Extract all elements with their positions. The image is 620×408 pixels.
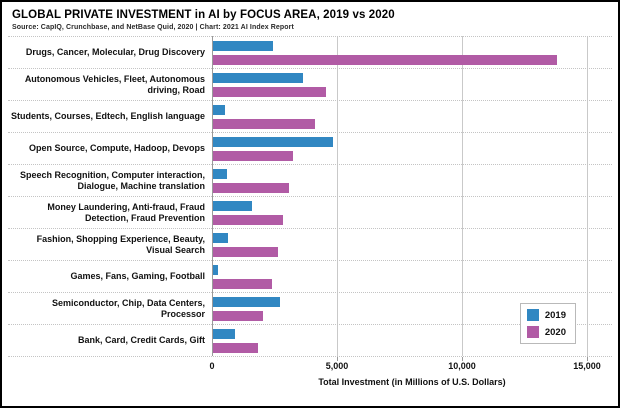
legend-label-2019: 2019 [544,309,566,321]
category-label: Semiconductor, Chip, Data Centers, Proce… [51,297,205,319]
x-tick-label: 5,000 [325,361,349,371]
bar-2020 [213,342,258,353]
chart-source-note: Source: CapIQ, Crunchbase, and NetBase Q… [12,24,294,31]
chart-header: GLOBAL PRIVATE INVESTMENT in AI by FOCUS… [2,2,618,34]
x-tick-label: 15,000 [573,361,601,371]
category-label: Drugs, Cancer, Molecular, Drug Discovery [25,47,205,58]
bar-2020 [213,214,283,225]
legend-item-2020: 2020 [526,326,566,338]
bar-2019 [213,232,228,243]
category-label: Students, Courses, Edtech, English langu… [10,111,205,122]
bar-group [212,293,612,324]
x-tick-mark [587,357,588,361]
bar-group [212,197,612,228]
bar-2019 [213,296,281,307]
bar-2020 [213,278,272,289]
category-label: Bank, Card, Credit Cards, Gift [77,335,205,346]
bar-2019 [213,40,273,51]
bar-2019 [213,136,333,147]
bar-2019 [213,200,252,211]
bar-2019 [213,168,227,179]
chart-row: Semiconductor, Chip, Data Centers, Proce… [8,292,612,324]
chart-row: Students, Courses, Edtech, English langu… [8,100,612,132]
x-tick-mark [462,357,463,361]
x-tick-label: 0 [209,361,215,371]
category-label: Money Laundering, Anti-fraud, Fraud Dete… [47,201,205,223]
bar-2019 [213,104,226,115]
legend-swatch-2019-icon [526,309,539,321]
chart-row: Open Source, Compute, Hadoop, Devops [8,132,612,164]
bar-2020 [213,246,278,257]
bar-group [212,101,612,132]
legend-swatch-2020-icon [526,326,539,338]
category-label: Open Source, Compute, Hadoop, Devops [28,143,205,154]
category-label: Speech Recognition, Computer interaction… [19,169,205,191]
bar-2020 [213,150,293,161]
x-axis-title: Total Investment (in Millions of U.S. Do… [318,377,506,387]
bar-2020 [213,310,263,321]
bar-group [212,165,612,196]
bar-group [212,133,612,164]
legend-label-2020: 2020 [544,326,566,338]
bar-2020 [213,118,316,129]
bar-2019 [213,328,236,339]
category-label: Autonomous Vehicles, Fleet, Autonomous d… [24,73,205,95]
chart-title: GLOBAL PRIVATE INVESTMENT in AI by FOCUS… [12,9,395,21]
category-label: Games, Fans, Gaming, Football [70,271,205,282]
bar-2019 [213,72,303,83]
x-tick-label: 10,000 [448,361,476,371]
chart-row: Money Laundering, Anti-fraud, Fraud Dete… [8,196,612,228]
x-tick-mark [337,357,338,361]
bar-2019 [213,264,218,275]
bar-group [212,229,612,260]
chart-area: Drugs, Cancer, Molecular, Drug Discovery… [8,36,612,387]
x-axis-ticks: 0 5,000 10,000 15,000 [209,357,612,373]
bar-2020 [213,86,327,97]
plot-region: Drugs, Cancer, Molecular, Drug Discovery… [8,36,612,357]
chart-row: Autonomous Vehicles, Fleet, Autonomous d… [8,68,612,100]
chart-row: Speech Recognition, Computer interaction… [8,164,612,196]
chart-row: Games, Fans, Gaming, Football [8,260,612,292]
category-label: Fashion, Shopping Experience, Beauty, Vi… [36,233,205,255]
bar-group [212,261,612,292]
bar-2020 [213,182,290,193]
legend-item-2019: 2019 [526,309,566,321]
chart-row: Drugs, Cancer, Molecular, Drug Discovery [8,36,612,68]
chart-rows: Drugs, Cancer, Molecular, Drug Discovery… [8,36,612,356]
bar-group [212,325,612,356]
bar-group [212,37,612,68]
chart-row: Fashion, Shopping Experience, Beauty, Vi… [8,228,612,260]
chart-row: Bank, Card, Credit Cards, Gift [8,324,612,356]
bar-group [212,69,612,100]
legend: 2019 2020 [519,303,576,344]
bar-2020 [213,54,558,65]
